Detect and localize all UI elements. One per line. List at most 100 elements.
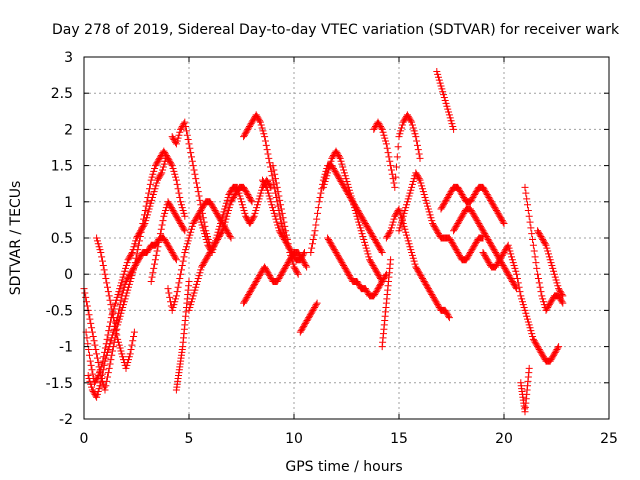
data-point xyxy=(549,264,557,272)
data-point xyxy=(261,264,269,272)
data-point xyxy=(135,254,143,262)
data-point xyxy=(262,141,270,149)
data-point xyxy=(118,350,126,358)
data-point xyxy=(104,348,112,356)
data-point xyxy=(174,215,182,223)
data-point xyxy=(457,189,465,197)
data-point xyxy=(484,257,492,265)
data-point xyxy=(482,188,490,196)
data-point xyxy=(382,140,390,148)
data-point xyxy=(377,280,385,288)
data-point xyxy=(477,224,485,232)
data-point xyxy=(119,289,127,297)
data-point xyxy=(325,237,333,245)
data-point xyxy=(454,220,462,228)
data-point xyxy=(245,124,253,132)
data-point xyxy=(421,193,429,201)
data-point xyxy=(265,270,273,278)
data-point xyxy=(159,163,167,171)
data-point xyxy=(503,269,511,277)
data-point xyxy=(173,180,181,188)
data-point xyxy=(490,246,498,254)
data-point xyxy=(143,248,151,256)
data-point xyxy=(455,217,463,225)
data-point xyxy=(498,251,506,259)
data-point xyxy=(328,154,336,162)
data-point xyxy=(294,248,302,256)
data-point xyxy=(460,209,468,217)
data-point xyxy=(409,254,417,262)
data-point xyxy=(391,183,399,191)
data-point xyxy=(219,224,227,232)
data-point xyxy=(142,217,150,225)
data-point xyxy=(426,211,434,219)
data-point xyxy=(286,248,294,256)
data-point xyxy=(374,285,382,293)
data-point xyxy=(233,183,241,191)
data-point xyxy=(494,259,502,267)
data-point xyxy=(261,133,269,141)
data-point xyxy=(403,198,411,206)
data-point xyxy=(373,269,381,277)
data-point xyxy=(395,205,403,213)
data-point xyxy=(334,150,342,158)
data-point xyxy=(297,327,305,335)
data-point xyxy=(143,198,151,206)
data-point xyxy=(240,133,248,141)
data-point xyxy=(168,133,176,141)
data-point xyxy=(301,260,309,268)
data-point xyxy=(162,238,170,246)
data-point xyxy=(370,125,378,133)
data-point xyxy=(340,166,348,174)
data-point xyxy=(143,211,151,219)
data-point xyxy=(105,364,113,372)
data-point xyxy=(93,354,101,362)
data-point xyxy=(436,79,444,87)
data-point xyxy=(128,341,136,349)
data-point xyxy=(434,70,442,78)
data-point xyxy=(388,170,396,178)
data-point xyxy=(226,201,234,209)
data-point xyxy=(437,82,445,90)
data-point xyxy=(487,240,495,248)
data-point xyxy=(404,195,412,203)
data-point xyxy=(177,270,185,278)
data-point xyxy=(218,214,226,222)
y-tick-label: 0.5 xyxy=(51,231,73,247)
data-point xyxy=(99,366,107,374)
data-point xyxy=(91,341,99,349)
data-point xyxy=(539,351,547,359)
data-point xyxy=(150,188,158,196)
data-point xyxy=(424,285,432,293)
data-point xyxy=(485,193,493,201)
data-point xyxy=(231,191,239,199)
data-point xyxy=(317,189,325,197)
data-point xyxy=(303,317,311,325)
data-point xyxy=(120,283,128,291)
data-point xyxy=(193,280,201,288)
data-point xyxy=(376,282,384,290)
data-point xyxy=(413,172,421,180)
data-point xyxy=(292,266,300,274)
data-point xyxy=(157,225,165,233)
data-point xyxy=(121,295,129,303)
data-point xyxy=(103,335,111,343)
data-point xyxy=(114,338,122,346)
data-point xyxy=(415,175,423,183)
data-point xyxy=(269,162,277,170)
data-point xyxy=(200,227,208,235)
data-point xyxy=(506,273,514,281)
data-point xyxy=(530,247,538,255)
data-point xyxy=(453,247,461,255)
data-point xyxy=(371,289,379,297)
data-point xyxy=(206,244,214,252)
data-point xyxy=(146,202,154,210)
data-point xyxy=(547,259,555,267)
data-point xyxy=(455,251,463,259)
data-point xyxy=(206,198,214,206)
data-point xyxy=(203,254,211,262)
data-point xyxy=(314,204,322,212)
data-point xyxy=(325,163,333,171)
data-point xyxy=(265,192,273,200)
data-point xyxy=(346,273,354,281)
